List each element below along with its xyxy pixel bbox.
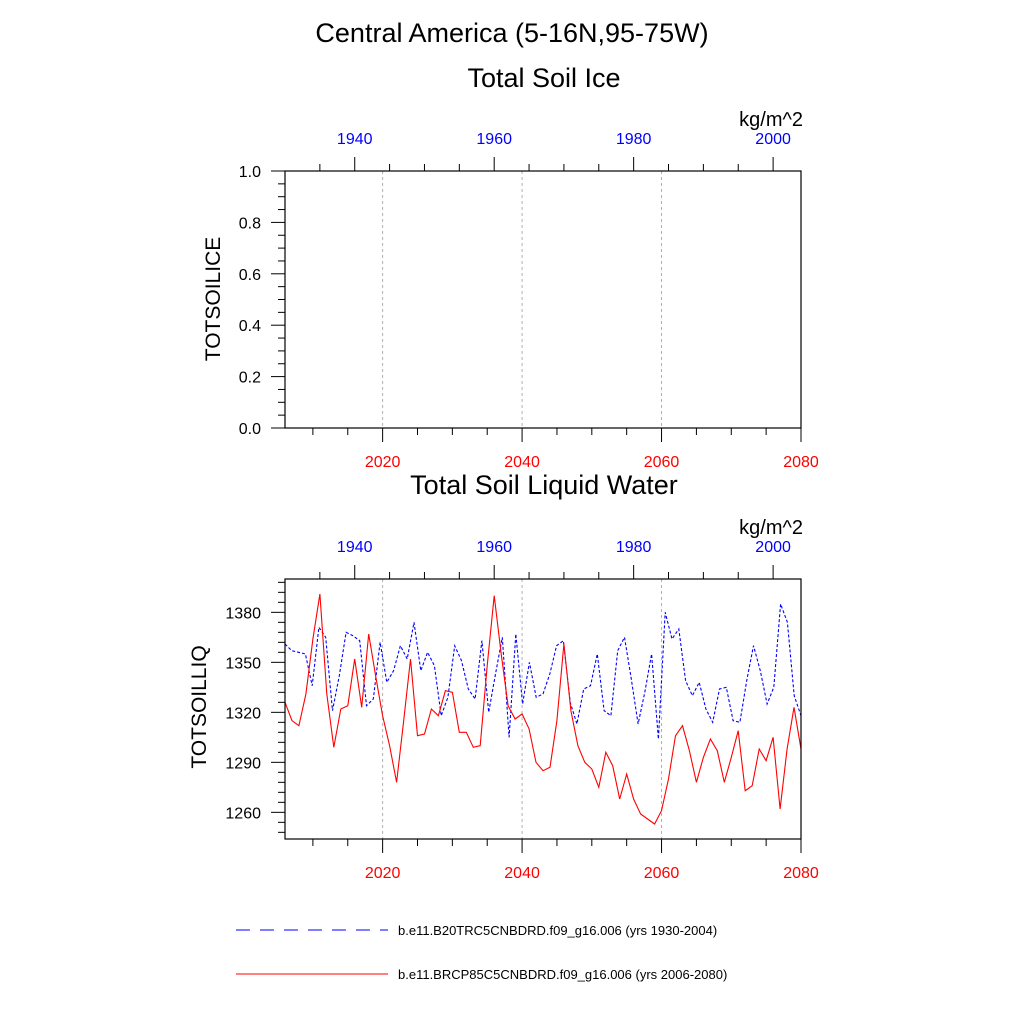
soil-liquid-plot-frame xyxy=(284,578,802,840)
soil-ice-y-tick-label: 1.0 xyxy=(239,164,261,181)
soil-liquid-rcp85-series-line xyxy=(284,593,802,825)
soil-ice-top-tick-label-1940: 1940 xyxy=(337,131,373,148)
soil-ice-top-tick-label-1960: 1960 xyxy=(476,131,512,148)
soil-liquid-y-tick-label: 1380 xyxy=(225,605,261,622)
soil-liquid-bottom-tick-label-2060: 2060 xyxy=(644,865,680,882)
legend: b.e11.B20TRC5CNBDRD.f09_g16.006 (yrs 193… xyxy=(236,923,727,982)
soil-ice-y-tick-label: 0.0 xyxy=(239,421,261,438)
soil-liquid-y-tick-label: 1320 xyxy=(225,705,261,722)
soil-ice-top-tick-label-1980: 1980 xyxy=(616,131,652,148)
soil-ice-y-tick-label: 0.6 xyxy=(239,267,261,284)
soil-ice-bottom-tick-label-2040: 2040 xyxy=(504,454,540,471)
soil-liquid-units: kg/m^2 xyxy=(739,517,803,539)
soil-ice-y-tick-label: 0.4 xyxy=(239,318,261,335)
soil-liquid-bottom-tick-label-2020: 2020 xyxy=(365,865,401,882)
soil-liquid-ylabel: TOTSOILLIQ xyxy=(188,645,211,768)
soil-liquid-y-tick-label: 1290 xyxy=(225,755,261,772)
soil-liquid-y-tick-label: 1350 xyxy=(225,655,261,672)
soil-liquid-bottom-tick-label-2080: 2080 xyxy=(783,865,819,882)
soil-liquid-y-tick-label: 1260 xyxy=(225,805,261,822)
main-title: Central America (5-16N,95-75W) xyxy=(315,18,708,48)
soil-ice-panel: Total Soil Ice kg/m^2 TOTSOILICE 2020 204… xyxy=(202,63,819,471)
soil-liquid-title: Total Soil Liquid Water xyxy=(410,470,678,500)
soil-ice-plot-frame xyxy=(284,170,802,429)
soil-ice-y-tick-label: 0.2 xyxy=(239,370,261,387)
soil-liquid-panel: Total Soil Liquid Water kg/m^2 TOTSOILLI… xyxy=(188,470,819,882)
legend-label-rcp85: b.e11.BRCP85C5CNBDRD.f09_g16.006 (yrs 20… xyxy=(398,967,727,982)
soil-liquid-top-tick-label-1980: 1980 xyxy=(616,539,652,556)
soil-ice-bottom-tick-label-2080: 2080 xyxy=(783,454,819,471)
legend-label-historical: b.e11.B20TRC5CNBDRD.f09_g16.006 (yrs 193… xyxy=(398,923,717,938)
soil-liquid-top-tick-label-1960: 1960 xyxy=(476,539,512,556)
soil-ice-bottom-tick-label-2060: 2060 xyxy=(644,454,680,471)
soil-ice-units: kg/m^2 xyxy=(739,109,803,131)
soil-ice-ylabel: TOTSOILICE xyxy=(202,237,225,361)
soil-liquid-top-tick-label-2000: 2000 xyxy=(755,539,791,556)
soil-ice-bottom-tick-label-2020: 2020 xyxy=(365,454,401,471)
soil-ice-y-tick-label: 0.8 xyxy=(239,215,261,232)
soil-liquid-historical-series-line xyxy=(284,603,802,740)
soil-liquid-top-tick-label-1940: 1940 xyxy=(337,539,373,556)
soil-liquid-bottom-tick-label-2040: 2040 xyxy=(504,865,540,882)
soil-ice-top-tick-label-2000: 2000 xyxy=(755,131,791,148)
soil-ice-title: Total Soil Ice xyxy=(467,63,620,93)
